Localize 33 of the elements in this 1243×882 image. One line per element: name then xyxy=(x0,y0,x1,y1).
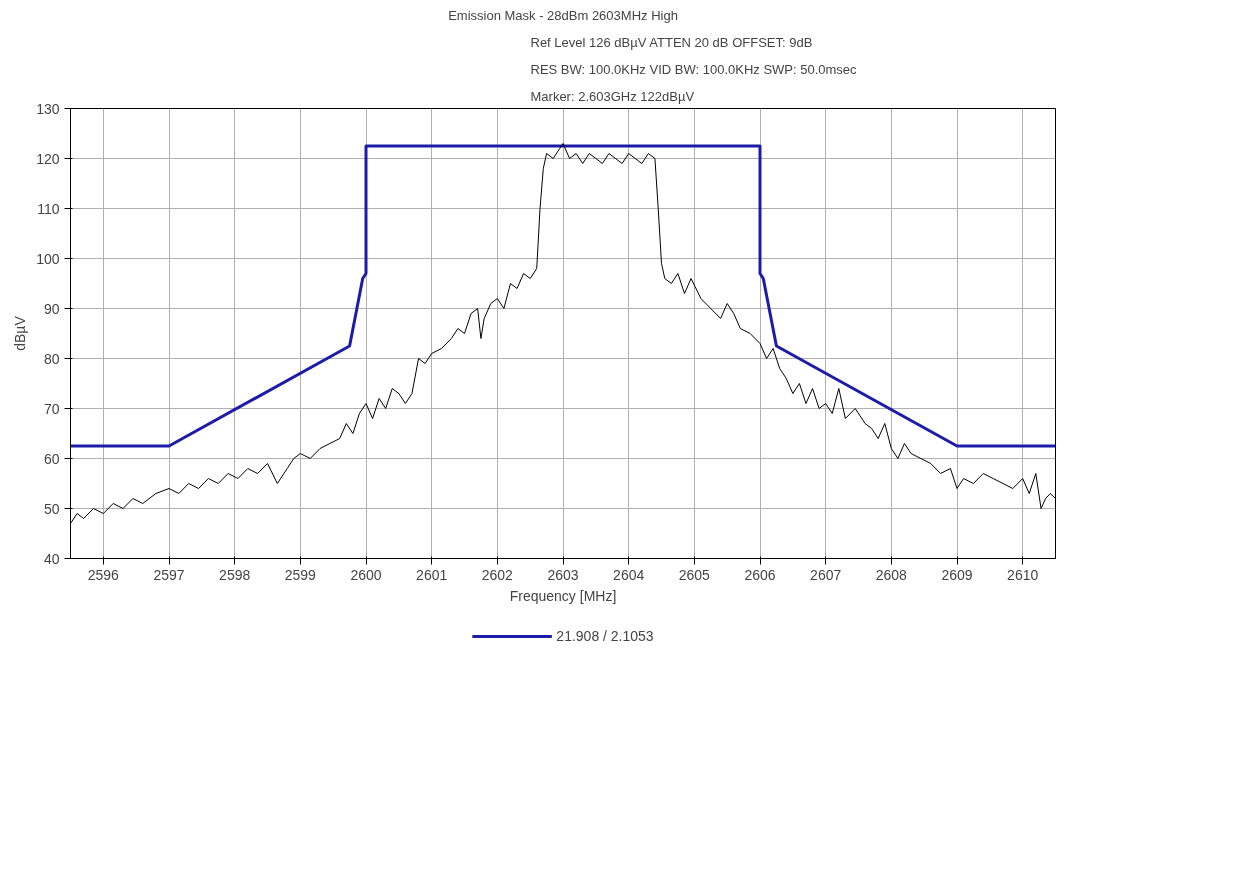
y-tick-label: 80 xyxy=(43,350,60,367)
x-tick-label: 2608 xyxy=(875,566,908,583)
y-tick-label: 110 xyxy=(37,200,60,217)
y-tick-label: 130 xyxy=(36,100,60,117)
x-tick-label: 2598 xyxy=(219,566,251,583)
x-tick-label: 2603 xyxy=(547,566,579,583)
x-tick-label: 2607 xyxy=(810,566,842,583)
x-tick-label: 2597 xyxy=(153,566,185,583)
x-tick-label: 2599 xyxy=(284,566,317,583)
text: Ref Level 126 dBµV ATTEN 20 dB OFFSET: 9dB xyxy=(530,34,813,50)
x-tick-label: 2605 xyxy=(678,566,711,583)
x-tick-label: 2604 xyxy=(613,566,645,583)
x-tick-label: 2610 xyxy=(1007,566,1039,583)
text: RES BW: 100.0KHz VID BW: 100.0KHz SWP: 50.0msec xyxy=(530,61,858,77)
y-tick-label: 40 xyxy=(43,550,60,567)
y-tick-label: 50 xyxy=(43,500,60,517)
x-axis-title: Frequency [MHz] xyxy=(509,587,617,604)
x-tick-label: 2609 xyxy=(941,566,973,583)
y-tick-label: 90 xyxy=(43,300,60,317)
chart-title: Emission Mask - 28dBm 2603MHz High xyxy=(448,7,678,23)
y-axis-title: dBµV xyxy=(12,315,29,351)
x-tick-label: 2596 xyxy=(87,566,120,583)
line-series xyxy=(70,144,1056,448)
y-tick-label: 60 xyxy=(43,450,60,467)
x-tick-label: 2600 xyxy=(350,566,382,583)
text: Marker: 2.603GHz 122dBµV xyxy=(530,88,695,104)
y-tick-label: 100 xyxy=(36,250,60,267)
text: 21.908 / 2.1053 xyxy=(556,628,654,644)
x-tick-label: 2601 xyxy=(416,566,448,583)
y-tick-label: 70 xyxy=(43,400,60,417)
y-tick-label: 120 xyxy=(36,150,60,167)
x-tick-label: 2602 xyxy=(481,566,514,583)
x-tick-label: 2606 xyxy=(744,566,776,583)
